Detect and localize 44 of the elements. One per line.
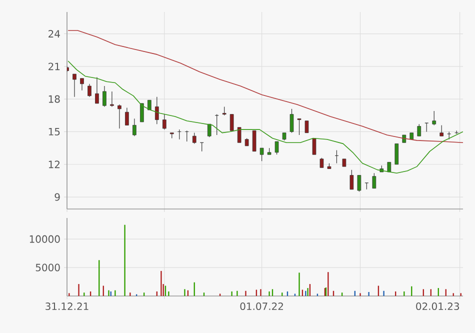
candlestick — [394, 143, 399, 165]
candlestick — [312, 138, 316, 155]
candlestick — [290, 108, 294, 134]
candlestick — [440, 124, 444, 136]
candlestick — [207, 124, 212, 138]
candlestick — [230, 114, 234, 131]
candlestick — [320, 158, 324, 168]
candlestick — [260, 148, 264, 162]
candlestick — [102, 86, 106, 107]
x-tick-label: 01.07.22 — [240, 302, 283, 310]
candlestick — [357, 174, 362, 192]
candlestick — [297, 118, 302, 136]
candlestick — [350, 170, 354, 190]
y-tick-label: 15 — [48, 128, 60, 136]
candlestick — [274, 141, 279, 155]
x-tick-label: 31.12.21 — [46, 302, 88, 310]
x-tick-label: 02.01.23 — [416, 302, 459, 310]
candlestick — [304, 120, 309, 134]
y-tick-label: 10000 — [30, 235, 60, 243]
candlestick — [417, 124, 422, 136]
candlestick — [154, 96, 159, 124]
candlestick — [80, 78, 84, 91]
y-tick-label: 12 — [48, 160, 60, 168]
y-tick-label: 24 — [48, 30, 60, 38]
y-tick-label: 18 — [48, 95, 60, 103]
candlestick — [162, 114, 166, 130]
y-tick-label: 21 — [48, 62, 60, 70]
y-tick-label: 5000 — [36, 264, 60, 272]
candlestick — [140, 103, 144, 122]
y-tick-label: 9 — [54, 193, 60, 201]
candlestick — [95, 77, 99, 104]
candlestick — [118, 104, 122, 129]
candlestick — [125, 107, 129, 126]
candlestick — [372, 172, 376, 189]
candlestick — [110, 91, 114, 107]
line-series — [68, 30, 464, 144]
candlestick — [88, 84, 92, 98]
candlestick — [132, 118, 136, 136]
candlestick — [252, 130, 256, 152]
candlestick — [192, 132, 196, 144]
line-series — [68, 60, 464, 174]
candlestick — [72, 74, 76, 98]
candlestick — [237, 127, 242, 143]
candlestick — [432, 110, 436, 126]
